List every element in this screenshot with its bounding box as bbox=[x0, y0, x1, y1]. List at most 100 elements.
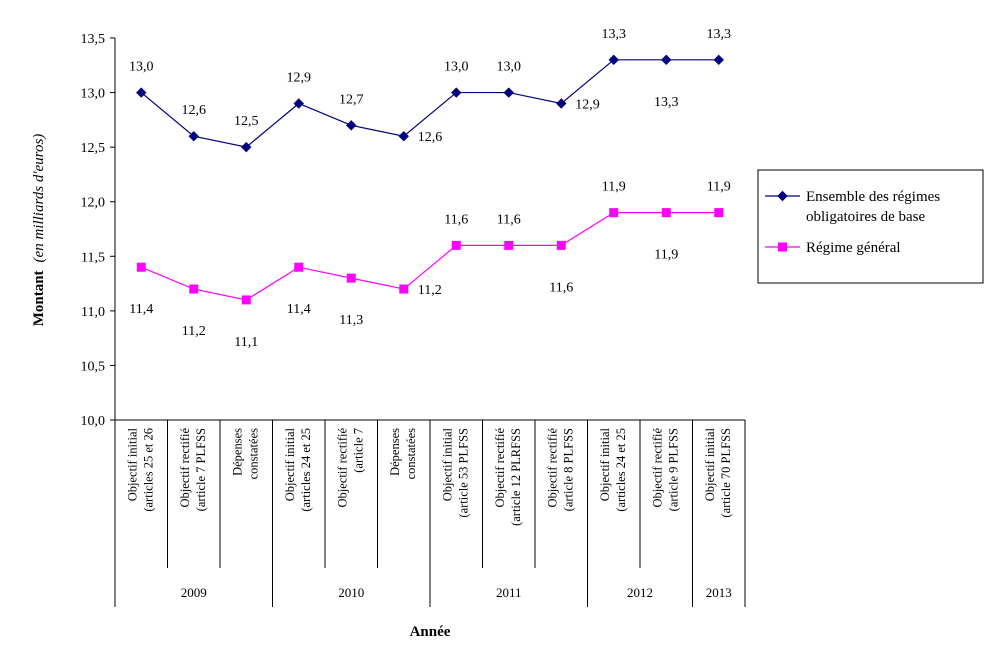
category-label: Objectif initial (articles 24 et 25 bbox=[598, 427, 628, 511]
data-label: 11,4 bbox=[129, 302, 153, 317]
data-label: 12,9 bbox=[287, 70, 312, 85]
y-tick-label: 12,0 bbox=[81, 196, 106, 211]
category-label-line: (article 7 PLFSS bbox=[194, 428, 208, 511]
year-label: 2012 bbox=[627, 585, 653, 600]
y-tick-label: 10,5 bbox=[81, 359, 106, 374]
data-label: 12,6 bbox=[182, 103, 207, 118]
data-label: 11,9 bbox=[602, 180, 626, 195]
category-label-line: Objectif initial bbox=[283, 427, 297, 501]
category-label-line: (article 12 PLRFSS bbox=[509, 428, 523, 526]
data-point bbox=[189, 284, 199, 294]
data-point bbox=[608, 54, 619, 66]
category-label-line: Dépenses bbox=[230, 428, 244, 476]
category-label-line: Objectif rectifié bbox=[545, 428, 559, 508]
category-label: Objectif initial (articles 25 et 26 bbox=[125, 427, 155, 511]
category-label-line: Objectif rectifié bbox=[650, 428, 664, 508]
year-label: 2009 bbox=[181, 585, 207, 600]
legend-label: obligatoires de base bbox=[806, 209, 925, 225]
category-label: Objectif rectifié (article 12 PLRFSS bbox=[493, 428, 523, 526]
category-label: Dépenses constatées bbox=[230, 428, 260, 480]
category-label: Objectif rectifié (article 9 PLFSS bbox=[650, 428, 680, 512]
y-tick-label: 13,0 bbox=[81, 87, 106, 102]
data-label: 12,7 bbox=[339, 92, 364, 107]
year-label: 2011 bbox=[496, 585, 522, 600]
legend: Ensemble des régimes obligatoires de base… bbox=[757, 169, 984, 284]
legend-label: Ensemble des régimes bbox=[806, 189, 940, 205]
category-label-line: (article 70 PLFSS bbox=[719, 428, 733, 518]
category-label-line: Objectif initial bbox=[125, 427, 139, 501]
legend-swatch-marker bbox=[777, 190, 788, 202]
svg-text:Montant (en milliards d': Montant (en milliards d'euros) bbox=[30, 134, 47, 327]
series-line bbox=[141, 212, 719, 301]
category-label-line: (article 9 PLFSS bbox=[666, 428, 680, 511]
data-label: 13,3 bbox=[654, 95, 679, 110]
data-point bbox=[503, 87, 514, 98]
data-label: 11,4 bbox=[287, 302, 311, 317]
data-point bbox=[241, 295, 251, 305]
data-point bbox=[398, 131, 409, 142]
legend-label: Régime général bbox=[806, 240, 901, 256]
y-tick-label: 11,5 bbox=[81, 250, 105, 265]
category-label-line: (articles 24 et 25 bbox=[299, 428, 313, 512]
y-axis-title: Montant (en milliards d'euros) bbox=[30, 134, 47, 327]
data-label: 11,6 bbox=[444, 212, 468, 227]
data-point bbox=[609, 208, 619, 218]
category-label-line: (articles 24 et 25 bbox=[614, 428, 628, 512]
category-label-line: constatées bbox=[404, 428, 418, 480]
y-tick-label: 10,0 bbox=[81, 414, 106, 429]
category-label-line: Objectif rectifié bbox=[178, 428, 192, 508]
category-label: Objectif rectifié (article 7 PLFSS bbox=[178, 428, 208, 512]
category-label-line: Dépenses bbox=[388, 428, 402, 476]
category-label-line: Objectif initial bbox=[703, 427, 717, 501]
y-tick-label: 12,5 bbox=[81, 141, 106, 156]
category-label-line: Objectif initial bbox=[440, 427, 454, 501]
data-point bbox=[346, 273, 356, 283]
category-label-line: (article 53 PLFSS bbox=[456, 428, 470, 518]
data-point bbox=[661, 54, 672, 66]
data-point bbox=[451, 87, 462, 98]
y-tick-label: 11,0 bbox=[81, 305, 105, 320]
series-1 bbox=[136, 208, 724, 305]
category-label: Objectif rectifié (article 7 bbox=[335, 428, 365, 508]
category-label: Objectif initial (article 53 PLFSS bbox=[440, 427, 470, 517]
data-point bbox=[556, 240, 566, 250]
x-axis-title: Année bbox=[410, 624, 451, 640]
category-label: Dépenses constatées bbox=[388, 428, 418, 480]
category-label-line: constatées bbox=[246, 428, 260, 480]
legend-entry: Régime général bbox=[765, 240, 901, 256]
category-label: Objectif initial (article 70 PLFSS bbox=[703, 427, 733, 517]
data-label: 12,5 bbox=[234, 114, 259, 129]
data-point bbox=[294, 262, 304, 272]
series-line bbox=[140, 59, 719, 148]
data-point bbox=[504, 240, 514, 250]
data-label: 11,9 bbox=[707, 180, 731, 195]
data-label: 13,0 bbox=[129, 60, 154, 75]
category-label: Objectif initial (articles 24 et 25 bbox=[283, 427, 313, 511]
data-point bbox=[241, 141, 252, 153]
data-label: 11,9 bbox=[654, 248, 678, 263]
data-label: 11,6 bbox=[549, 280, 573, 295]
data-label: 13,0 bbox=[497, 60, 522, 75]
data-label: 11,1 bbox=[234, 335, 258, 350]
data-point bbox=[188, 131, 199, 142]
category-label: Objectif rectifié (article 8 PLFSS bbox=[545, 428, 575, 512]
data-label: 11,2 bbox=[418, 283, 442, 298]
data-label: 12,9 bbox=[575, 97, 600, 112]
data-label: 13,3 bbox=[707, 27, 732, 42]
data-point bbox=[293, 98, 304, 109]
category-label-line: Objectif rectifié bbox=[493, 428, 507, 508]
category-label-line: (articles 25 et 26 bbox=[141, 428, 155, 512]
data-point bbox=[136, 262, 146, 272]
data-label: 12,6 bbox=[418, 130, 443, 145]
series-0 bbox=[136, 54, 724, 153]
data-label: 11,2 bbox=[182, 324, 206, 339]
data-point bbox=[713, 54, 724, 66]
year-label: 2010 bbox=[338, 585, 364, 600]
legend-box bbox=[757, 169, 984, 284]
data-label: 13,3 bbox=[602, 27, 627, 42]
category-label-line: Objectif initial bbox=[598, 427, 612, 501]
legend-swatch-marker bbox=[778, 242, 787, 252]
data-point bbox=[714, 208, 724, 218]
category-label-line: (article 8 PLFSS bbox=[561, 428, 575, 511]
